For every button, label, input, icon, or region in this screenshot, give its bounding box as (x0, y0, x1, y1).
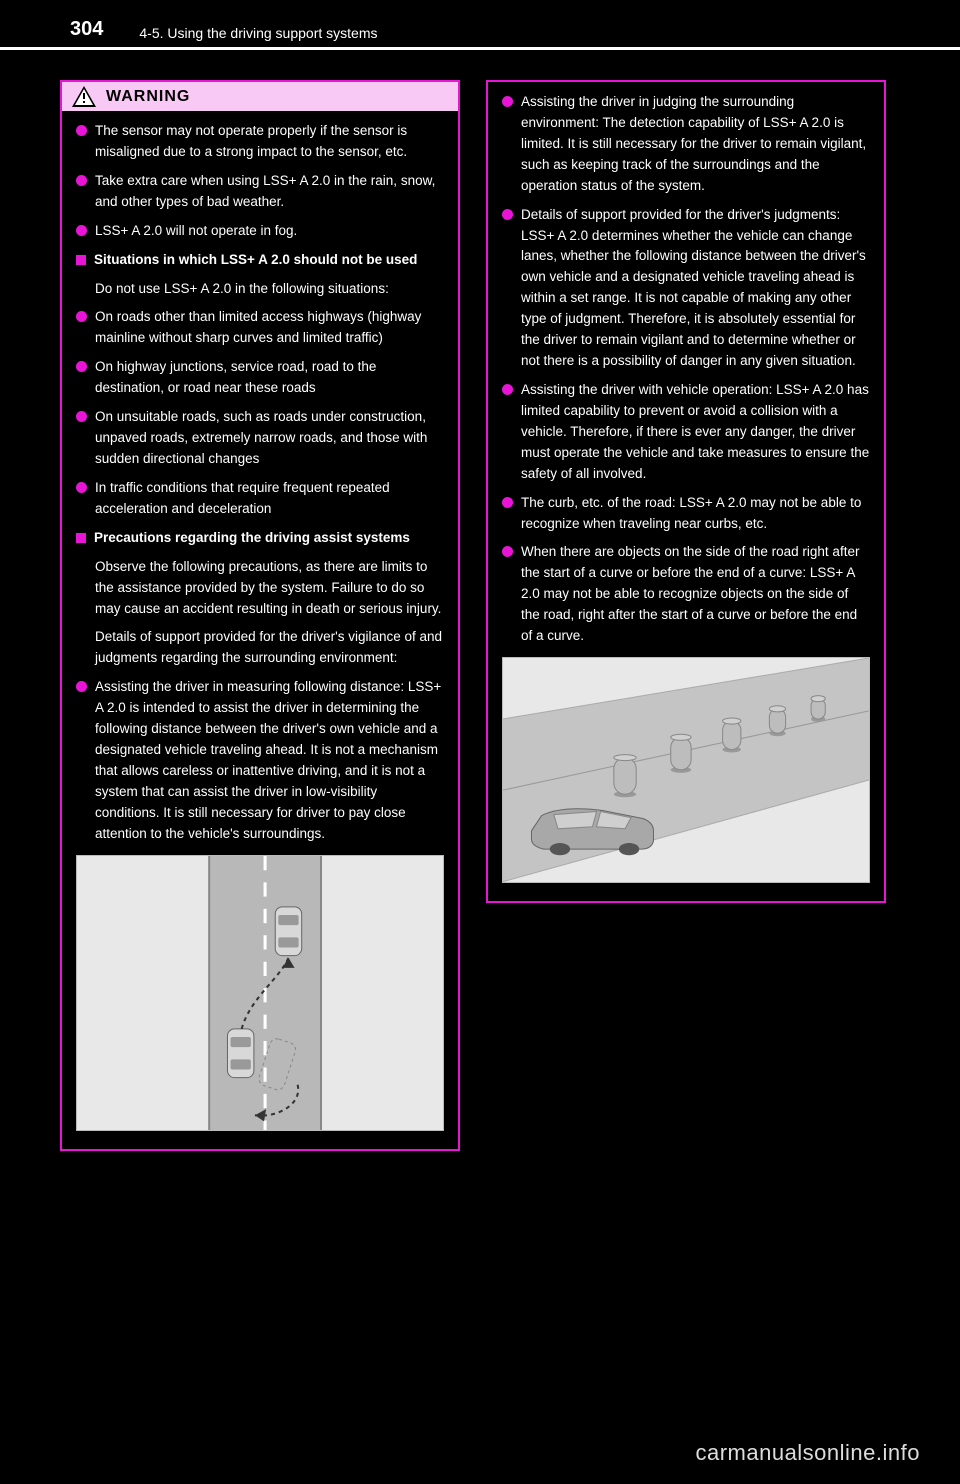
bullet-item: Precautions regarding the driving assist… (76, 528, 444, 549)
bullet-text: Assisting the driver in measuring follow… (95, 677, 444, 844)
bullet-text: The sensor may not operate properly if t… (95, 121, 444, 163)
bullet-text: Assisting the driver in judging the surr… (521, 92, 870, 197)
bullet-item: On highway junctions, service road, road… (76, 357, 444, 399)
bullet-text: LSS+ A 2.0 will not operate in fog. (95, 221, 444, 242)
bullet-dot-icon (76, 361, 87, 372)
bullet-item: In traffic conditions that require frequ… (76, 478, 444, 520)
bullet-item: On unsuitable roads, such as roads under… (76, 407, 444, 470)
bullet-item: LSS+ A 2.0 will not operate in fog. (76, 221, 444, 242)
warning-icon (72, 86, 96, 107)
bullet-item: Assisting the driver in measuring follow… (76, 677, 444, 844)
bullet-item: Situations in which LSS+ A 2.0 should no… (76, 250, 444, 271)
bullet-text: Precautions regarding the driving assist… (94, 528, 444, 549)
bullet-item: The sensor may not operate properly if t… (76, 121, 444, 163)
bullet-text: Take extra care when using LSS+ A 2.0 in… (95, 171, 444, 213)
warning-title: WARNING (106, 88, 190, 106)
warning-body-left: The sensor may not operate properly if t… (62, 111, 458, 1149)
bullet-item: On roads other than limited access highw… (76, 307, 444, 349)
footer-watermark: carmanualsonline.info (695, 1440, 920, 1466)
bullet-text: In traffic conditions that require frequ… (95, 478, 444, 520)
bullet-dot-icon (502, 497, 513, 508)
chapter-title: 4-5. Using the driving support systems (139, 25, 377, 41)
bullet-text: On unsuitable roads, such as roads under… (95, 407, 444, 470)
warning-body-right: Assisting the driver in judging the surr… (488, 82, 884, 901)
bullet-dot-icon (76, 311, 87, 322)
bullet-item: Assisting the driver with vehicle operat… (502, 380, 870, 485)
bullet-text: The curb, etc. of the road: LSS+ A 2.0 m… (521, 493, 870, 535)
header: 304 4-5. Using the driving support syste… (0, 0, 960, 50)
bullet-dot-icon (502, 96, 513, 107)
bullet-text: On highway junctions, service road, road… (95, 357, 444, 399)
bullet-item: Observe the following precautions, as th… (76, 557, 444, 620)
bullet-dot-icon (76, 125, 87, 136)
bullet-dot-icon (76, 482, 87, 493)
bullet-item: The curb, etc. of the road: LSS+ A 2.0 m… (502, 493, 870, 535)
lane-change-illustration (76, 855, 444, 1132)
bullet-dot-icon (76, 681, 87, 692)
bullet-square-icon (76, 255, 86, 265)
bullet-item: Details of support provided for the driv… (76, 627, 444, 669)
bullet-text: Do not use LSS+ A 2.0 in the following s… (95, 279, 444, 300)
bullet-dot-icon (76, 225, 87, 236)
warning-box-left: WARNING The sensor may not operate prope… (60, 80, 460, 1151)
bullet-square-icon (76, 533, 86, 543)
right-column: Assisting the driver in judging the surr… (486, 80, 886, 1151)
bullet-item: When there are objects on the side of th… (502, 542, 870, 647)
bullet-text: Situations in which LSS+ A 2.0 should no… (94, 250, 444, 271)
bullet-item: Details of support provided for the driv… (502, 205, 870, 372)
bullet-text: On roads other than limited access highw… (95, 307, 444, 349)
bullet-text: Assisting the driver with vehicle operat… (521, 380, 870, 485)
warning-box-right: Assisting the driver in judging the surr… (486, 80, 886, 903)
page-number: 304 (70, 18, 103, 41)
bullet-item: Assisting the driver in judging the surr… (502, 92, 870, 197)
bullet-item: Take extra care when using LSS+ A 2.0 in… (76, 171, 444, 213)
bullet-item: Do not use LSS+ A 2.0 in the following s… (76, 279, 444, 300)
bullet-text: Details of support provided for the driv… (521, 205, 870, 372)
roadside-posts-illustration (502, 657, 870, 883)
bullet-dot-icon (502, 209, 513, 220)
bullet-text: When there are objects on the side of th… (521, 542, 870, 647)
bullet-dot-icon (76, 411, 87, 422)
bullet-text: Observe the following precautions, as th… (95, 557, 444, 620)
content-columns: WARNING The sensor may not operate prope… (0, 50, 960, 1151)
warning-header: WARNING (62, 82, 458, 111)
bullet-dot-icon (76, 175, 87, 186)
bullet-text: Details of support provided for the driv… (95, 627, 444, 669)
bullet-dot-icon (502, 384, 513, 395)
bullet-dot-icon (502, 546, 513, 557)
left-column: WARNING The sensor may not operate prope… (60, 80, 460, 1151)
